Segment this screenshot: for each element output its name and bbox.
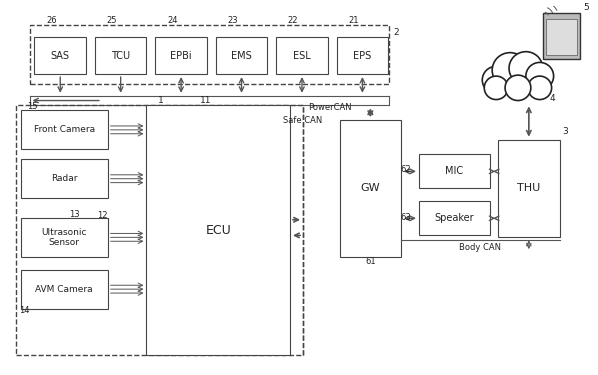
Text: 2: 2 (393, 28, 399, 37)
Circle shape (526, 62, 554, 90)
Text: 22: 22 (288, 16, 298, 25)
Text: EPBi: EPBi (170, 51, 192, 61)
Bar (35, 37, 86, 74)
Text: 13: 13 (69, 210, 80, 219)
Text: TCU: TCU (111, 51, 130, 61)
Bar (337, 37, 388, 74)
Text: 21: 21 (348, 16, 359, 25)
Text: 23: 23 (227, 16, 238, 25)
Bar (29, 25, 389, 84)
Text: Ultrasonic
Sensor: Ultrasonic Sensor (41, 228, 87, 247)
Text: Front Camera: Front Camera (33, 125, 94, 134)
Text: 24: 24 (167, 16, 178, 25)
Ellipse shape (492, 70, 544, 98)
Text: 26: 26 (46, 16, 57, 25)
Circle shape (484, 76, 508, 99)
Text: 1: 1 (158, 96, 164, 105)
Text: Speaker: Speaker (435, 213, 474, 223)
Bar (20, 270, 108, 309)
Bar (276, 37, 328, 74)
Circle shape (482, 66, 510, 94)
Text: THU: THU (517, 183, 541, 194)
Bar (95, 37, 147, 74)
Bar (543, 13, 581, 60)
Bar (419, 201, 490, 236)
Bar (20, 110, 108, 149)
Text: 11: 11 (200, 96, 212, 105)
Text: 63: 63 (400, 213, 411, 222)
Bar (147, 105, 290, 355)
Bar (419, 154, 490, 189)
Circle shape (509, 52, 543, 85)
Text: 15: 15 (28, 102, 38, 111)
Text: GW: GW (361, 183, 380, 194)
Text: 25: 25 (106, 16, 117, 25)
Circle shape (505, 75, 531, 100)
Text: Body CAN: Body CAN (459, 243, 501, 252)
Bar (340, 120, 401, 257)
Bar (20, 218, 108, 257)
Text: SAS: SAS (51, 51, 70, 61)
Text: AVM Camera: AVM Camera (35, 285, 93, 294)
Circle shape (492, 53, 528, 88)
Bar (155, 37, 207, 74)
Text: 61: 61 (365, 257, 376, 266)
Text: 4: 4 (550, 94, 556, 103)
Text: 62: 62 (400, 165, 411, 174)
Bar (20, 159, 108, 198)
Bar (216, 37, 267, 74)
Bar (498, 140, 560, 237)
Bar (546, 20, 578, 55)
Text: ECU: ECU (205, 224, 231, 237)
Text: 12: 12 (97, 211, 107, 220)
Text: ESL: ESL (293, 51, 311, 61)
Bar (16, 105, 303, 355)
Text: MIC: MIC (446, 166, 463, 176)
Text: EMS: EMS (231, 51, 252, 61)
Text: Safe CAN: Safe CAN (283, 116, 322, 124)
Text: Radar: Radar (51, 174, 78, 183)
Circle shape (528, 76, 551, 99)
Text: PowerCAN: PowerCAN (308, 103, 352, 112)
Text: 3: 3 (563, 127, 568, 136)
Text: 5: 5 (584, 3, 589, 12)
Text: EPS: EPS (353, 51, 371, 61)
Text: 14: 14 (19, 306, 30, 315)
